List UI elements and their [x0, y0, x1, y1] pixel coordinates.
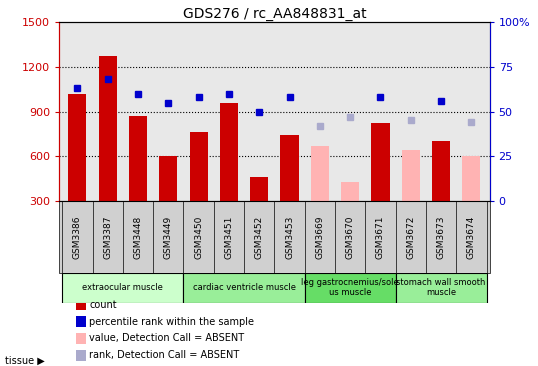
Bar	[432, 141, 450, 201]
Text: tissue ▶: tissue ▶	[5, 356, 45, 366]
Text: GSM3386: GSM3386	[73, 215, 82, 259]
Bar	[402, 150, 420, 201]
Bar	[311, 146, 329, 201]
Text: GSM3670: GSM3670	[345, 215, 355, 259]
Bar	[462, 156, 480, 201]
Text: count: count	[89, 300, 117, 310]
Text: percentile rank within the sample: percentile rank within the sample	[89, 317, 254, 327]
Bar	[220, 102, 238, 201]
Text: value, Detection Call = ABSENT: value, Detection Call = ABSENT	[89, 333, 244, 343]
Title: GDS276 / rc_AA848831_at: GDS276 / rc_AA848831_at	[182, 7, 366, 21]
Bar	[76, 300, 86, 310]
Bar	[395, 273, 486, 303]
Bar	[59, 201, 490, 273]
Text: GSM3669: GSM3669	[315, 215, 324, 259]
Text: extraocular muscle: extraocular muscle	[82, 283, 163, 292]
Bar	[305, 273, 395, 303]
Text: cardiac ventricle muscle: cardiac ventricle muscle	[193, 283, 295, 292]
Bar	[98, 56, 117, 201]
Text: GSM3673: GSM3673	[436, 215, 445, 259]
Bar	[159, 156, 178, 201]
Text: GSM3674: GSM3674	[467, 215, 476, 259]
Text: GSM3450: GSM3450	[194, 215, 203, 259]
Bar	[76, 333, 86, 344]
Text: GSM3448: GSM3448	[133, 215, 143, 258]
Bar	[129, 116, 147, 201]
Bar	[250, 177, 268, 201]
Text: GSM3452: GSM3452	[254, 215, 264, 258]
Bar	[189, 132, 208, 201]
Bar	[62, 273, 183, 303]
Text: GSM3672: GSM3672	[406, 215, 415, 259]
Text: GSM3451: GSM3451	[224, 215, 233, 259]
Text: GSM3449: GSM3449	[164, 215, 173, 258]
Bar	[183, 273, 305, 303]
Text: GSM3453: GSM3453	[285, 215, 294, 259]
Text: stomach wall smooth
muscle: stomach wall smooth muscle	[397, 278, 486, 298]
Bar	[371, 123, 390, 201]
Text: GSM3671: GSM3671	[376, 215, 385, 259]
Bar	[68, 94, 87, 201]
Bar	[76, 350, 86, 361]
Bar	[280, 135, 299, 201]
Text: leg gastrocnemius/sole
us muscle: leg gastrocnemius/sole us muscle	[301, 278, 399, 298]
Text: rank, Detection Call = ABSENT: rank, Detection Call = ABSENT	[89, 350, 239, 360]
Bar	[341, 182, 359, 201]
Text: GSM3387: GSM3387	[103, 215, 112, 259]
Bar	[76, 316, 86, 327]
